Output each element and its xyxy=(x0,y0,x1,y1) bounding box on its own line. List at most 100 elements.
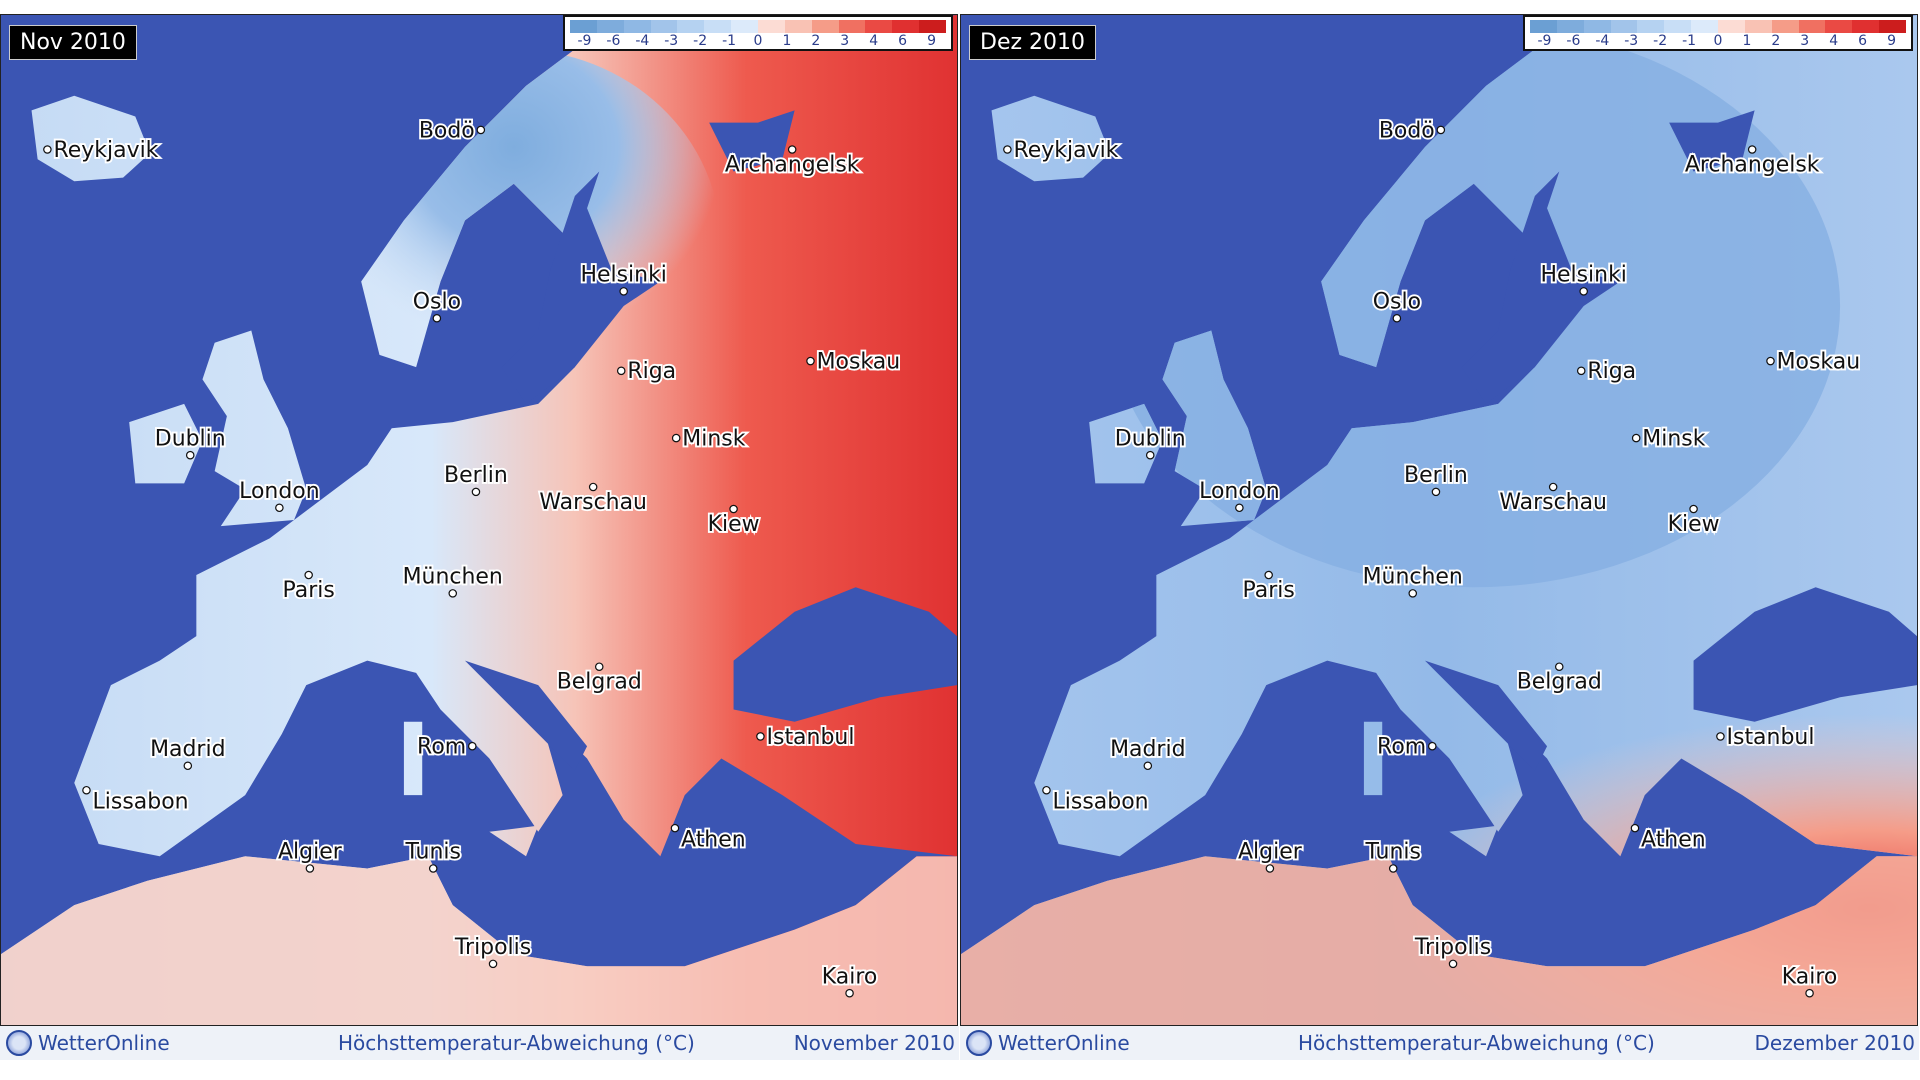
city-dot-icon xyxy=(476,125,486,135)
city-marker: Moskau xyxy=(806,348,902,376)
legend-label: 4 xyxy=(869,33,879,49)
legend-label: -2 xyxy=(1653,33,1668,49)
city-label: Minsk xyxy=(1642,426,1705,451)
city-dot-icon xyxy=(845,988,854,998)
city-dot-icon xyxy=(183,761,193,771)
city-marker: Algier xyxy=(276,838,345,873)
city-label: Oslo xyxy=(1373,289,1421,314)
city-marker: Athen xyxy=(670,823,748,854)
white-sea xyxy=(709,110,795,172)
city-label: Minsk xyxy=(682,426,745,451)
city-label: Athen xyxy=(1641,827,1706,852)
map-description: Höchsttemperatur-Abweichung (°C) xyxy=(338,1031,695,1055)
city-marker: Paris xyxy=(1241,570,1297,605)
city-label: Archangelsk xyxy=(1685,152,1820,177)
city-label: Warschau xyxy=(539,490,647,515)
legend-label: -9 xyxy=(577,33,592,49)
city-dot-icon xyxy=(185,450,195,460)
city-marker: München xyxy=(1361,563,1465,598)
legend-label: 2 xyxy=(1771,33,1781,49)
wetteronline-logo-icon xyxy=(966,1030,992,1056)
city-label: Helsinki xyxy=(1540,263,1626,288)
legend-label: 0 xyxy=(1713,33,1723,49)
legend-label: 2 xyxy=(811,33,821,49)
city-marker: München xyxy=(401,563,505,598)
city-label: Paris xyxy=(1243,578,1295,603)
city-label: Tunis xyxy=(404,840,460,865)
city-dot-icon xyxy=(1408,589,1418,598)
map-description: Höchsttemperatur-Abweichung (°C) xyxy=(1298,1031,1655,1055)
legend-swatch xyxy=(1744,20,1772,33)
legend-label: 1 xyxy=(1742,33,1752,49)
black-sea xyxy=(733,587,957,722)
city-dot-icon xyxy=(468,741,477,751)
city-marker: Helsinki xyxy=(1539,261,1629,296)
map-title: Dez 2010 xyxy=(969,25,1097,60)
legend-swatch xyxy=(1664,20,1692,33)
city-marker: Kiew xyxy=(1666,504,1721,539)
city-dot-icon xyxy=(1431,487,1441,497)
city-marker: Belgrad xyxy=(1515,662,1604,697)
city-marker: Kairo xyxy=(1780,963,1839,998)
city-label: Kiew xyxy=(1668,512,1720,537)
legend-swatch xyxy=(838,20,866,33)
city-dot-icon xyxy=(1576,366,1586,376)
legend-swatch xyxy=(650,20,678,33)
legend-label: 1 xyxy=(782,33,792,49)
map-footer: WetterOnline Höchsttemperatur-Abweichung… xyxy=(960,1026,1919,1060)
legend-swatch xyxy=(1798,20,1826,33)
city-label: Belgrad xyxy=(557,670,642,695)
city-dot-icon xyxy=(488,959,498,969)
map-month: Dezember 2010 xyxy=(1754,1031,1915,1055)
city-label: Tripolis xyxy=(454,935,531,960)
city-marker: Moskau xyxy=(1766,348,1862,376)
city-marker: Madrid xyxy=(148,735,227,771)
legend-label: 6 xyxy=(898,33,908,49)
adriatic xyxy=(1424,660,1548,771)
city-marker: Dublin xyxy=(153,425,228,460)
map-panel: Reykjavik Bodö Archangelsk Helsinki Oslo Riga… xyxy=(960,14,1918,1026)
city-dot-icon xyxy=(588,482,598,492)
legend-label: 9 xyxy=(1887,33,1896,49)
city-marker: Paris xyxy=(281,570,337,605)
city-label: London xyxy=(239,479,320,504)
city-marker: Athen xyxy=(1630,823,1708,854)
legend-label: 4 xyxy=(1829,33,1839,49)
legend-label: 9 xyxy=(927,33,936,49)
legend-swatch xyxy=(1556,20,1584,33)
city-marker: Dublin xyxy=(1113,425,1188,460)
city-marker: Reykjavik xyxy=(43,136,161,165)
city-marker: Tunis xyxy=(1363,838,1423,873)
legend-swatch xyxy=(784,20,812,33)
temperature-anomaly-map: Reykjavik Bodö Archangelsk Helsinki Oslo Riga… xyxy=(1,15,957,1025)
city-label: Kairo xyxy=(1782,964,1838,989)
city-marker: Riga xyxy=(616,357,678,386)
city-dot-icon xyxy=(1392,313,1402,323)
city-dot-icon xyxy=(1766,356,1775,366)
legend-swatch xyxy=(892,20,920,33)
city-label: Athen xyxy=(681,827,746,852)
city-label: Rom xyxy=(417,735,466,760)
map-footer: WetterOnline Höchsttemperatur-Abweichung… xyxy=(0,1026,959,1060)
baltic xyxy=(501,171,661,404)
legend-swatch xyxy=(1530,20,1557,33)
legend-swatch xyxy=(731,20,759,33)
city-label: Kairo xyxy=(822,964,878,989)
city-marker: Lissabon xyxy=(1042,785,1150,816)
city-label: Reykjavik xyxy=(1014,138,1119,163)
legend-label: -4 xyxy=(1595,33,1610,49)
city-dot-icon xyxy=(1448,959,1458,969)
legend-swatch xyxy=(811,20,839,33)
legend-label: -3 xyxy=(1624,33,1639,49)
legend-labels: -9 -6 -4 -3 -2 -1 0 1 2 3 4 6 9 xyxy=(1530,33,1906,49)
city-dot-icon xyxy=(616,366,626,376)
city-dot-icon xyxy=(1631,433,1641,443)
city-dot-icon xyxy=(82,785,91,795)
city-marker: Minsk xyxy=(1631,425,1708,453)
city-label: London xyxy=(1199,479,1280,504)
city-dot-icon xyxy=(448,589,458,598)
city-label: Kiew xyxy=(708,512,760,537)
city-label: Tunis xyxy=(1364,840,1420,865)
city-label: Istanbul xyxy=(1727,725,1815,750)
city-dot-icon xyxy=(594,662,604,672)
